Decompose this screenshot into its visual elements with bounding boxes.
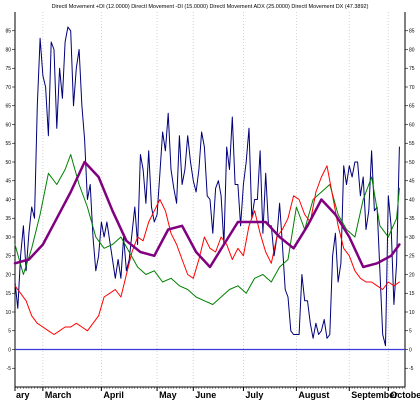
- y-tick-label-left: 60: [5, 122, 11, 128]
- y-tick-label-left: 35: [5, 216, 11, 222]
- y-tick-label-left: 0: [8, 347, 11, 353]
- y-tick-label-left: -5: [7, 366, 12, 372]
- x-axis-labels: ary March April May June July August SeptemberO…: [16, 390, 420, 400]
- y-tick-label-left: 40: [5, 197, 11, 203]
- x-tick-label: August: [298, 390, 329, 400]
- y-tick-label-right: 15: [409, 291, 415, 297]
- x-tick-label: July: [245, 390, 263, 400]
- y-tick-label-right: 85: [409, 29, 415, 35]
- y-tick-label-left: 5: [8, 329, 11, 335]
- series-line-3: [14, 165, 400, 335]
- y-tick-label-left: 15: [5, 291, 11, 297]
- y-tick-label-right: 40: [409, 197, 415, 203]
- chart-title: Directl Movement +DI (12.0000) Directl M…: [52, 4, 369, 10]
- series-line-4: [13, 160, 401, 269]
- y-tick-label-right: 20: [409, 272, 415, 278]
- y-tick-label-left: 55: [5, 141, 11, 147]
- y-tick-label-left: 80: [5, 47, 11, 53]
- y-tick-label-right: 10: [409, 310, 415, 316]
- y-tick-label-right: -5: [409, 366, 414, 372]
- y-tick-label-right: 30: [409, 235, 415, 241]
- y-tick-label-left: 65: [5, 104, 11, 110]
- y-tick-label-right: 0: [409, 347, 412, 353]
- y-tick-label-right: 45: [409, 179, 415, 185]
- x-tick-label: June: [195, 390, 216, 400]
- x-tick-label: October: [390, 390, 420, 400]
- y-tick-label-right: 35: [409, 216, 415, 222]
- y-tick-label-right: 50: [409, 160, 415, 166]
- y-tick-label-right: 5: [409, 329, 412, 335]
- y-tick-label-left: 75: [5, 66, 11, 72]
- y-tick-label-right: 80: [409, 47, 415, 53]
- y-tick-label-right: 65: [409, 104, 415, 110]
- x-tick-label: May: [159, 390, 177, 400]
- y-tick-label-right: 75: [409, 66, 415, 72]
- y-tick-label-left: 45: [5, 179, 11, 185]
- y-tick-label-right: 25: [409, 254, 415, 260]
- x-tick-label: ary: [16, 390, 30, 400]
- y-tick-label-left: 25: [5, 254, 11, 260]
- y-tick-label-right: 70: [409, 85, 415, 91]
- x-tick-label: March: [45, 390, 72, 400]
- y-tick-label-right: 55: [409, 141, 415, 147]
- y-tick-label-right: 60: [409, 122, 415, 128]
- y-axis-left-labels: -5 0 5 10 15 20 25 30 35 40 45 50 55 60 65 70 75 80 85: [5, 29, 12, 372]
- axis-layer: [12, 12, 408, 391]
- x-tick-label: September: [351, 390, 398, 400]
- series-line-1: [14, 26, 400, 347]
- y-tick-label-left: 30: [5, 235, 11, 241]
- series-layer: [13, 26, 401, 347]
- y-tick-label-left: 85: [5, 29, 11, 35]
- y-tick-label-left: 50: [5, 160, 11, 166]
- x-tick-label: April: [103, 390, 124, 400]
- y-tick-label-left: 20: [5, 272, 11, 278]
- y-tick-label-left: 70: [5, 85, 11, 91]
- y-tick-label-left: 10: [5, 310, 11, 316]
- y-axis-right-labels: -5 0 5 10 15 20 25 30 35 40 45 50 55 60 65 70 75 80 85: [409, 29, 415, 372]
